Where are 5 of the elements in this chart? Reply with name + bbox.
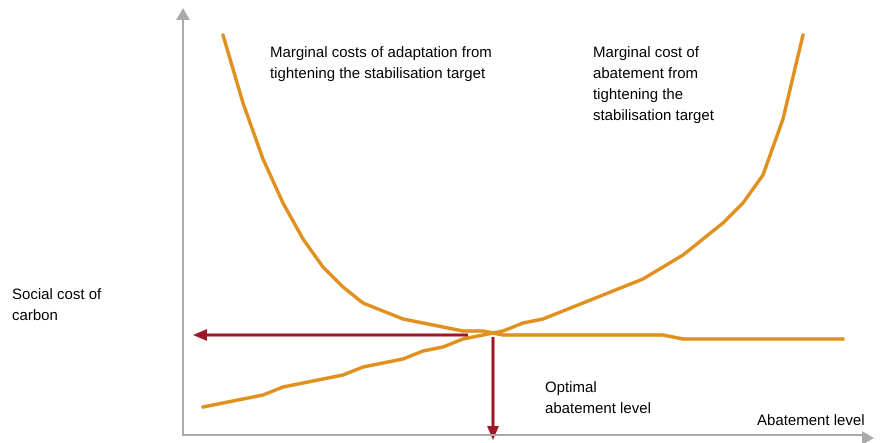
x-axis-title: Abatement level — [757, 412, 865, 429]
annotation: Marginal costs of adaptation from tightening the stabilisation target — [270, 44, 496, 82]
annotation: Optimal abatement level — [545, 379, 651, 417]
annotation: Marginal cost of abatement from tightening the stabilisation target — [593, 44, 715, 124]
text: Social cost of carbon — [12, 286, 106, 324]
